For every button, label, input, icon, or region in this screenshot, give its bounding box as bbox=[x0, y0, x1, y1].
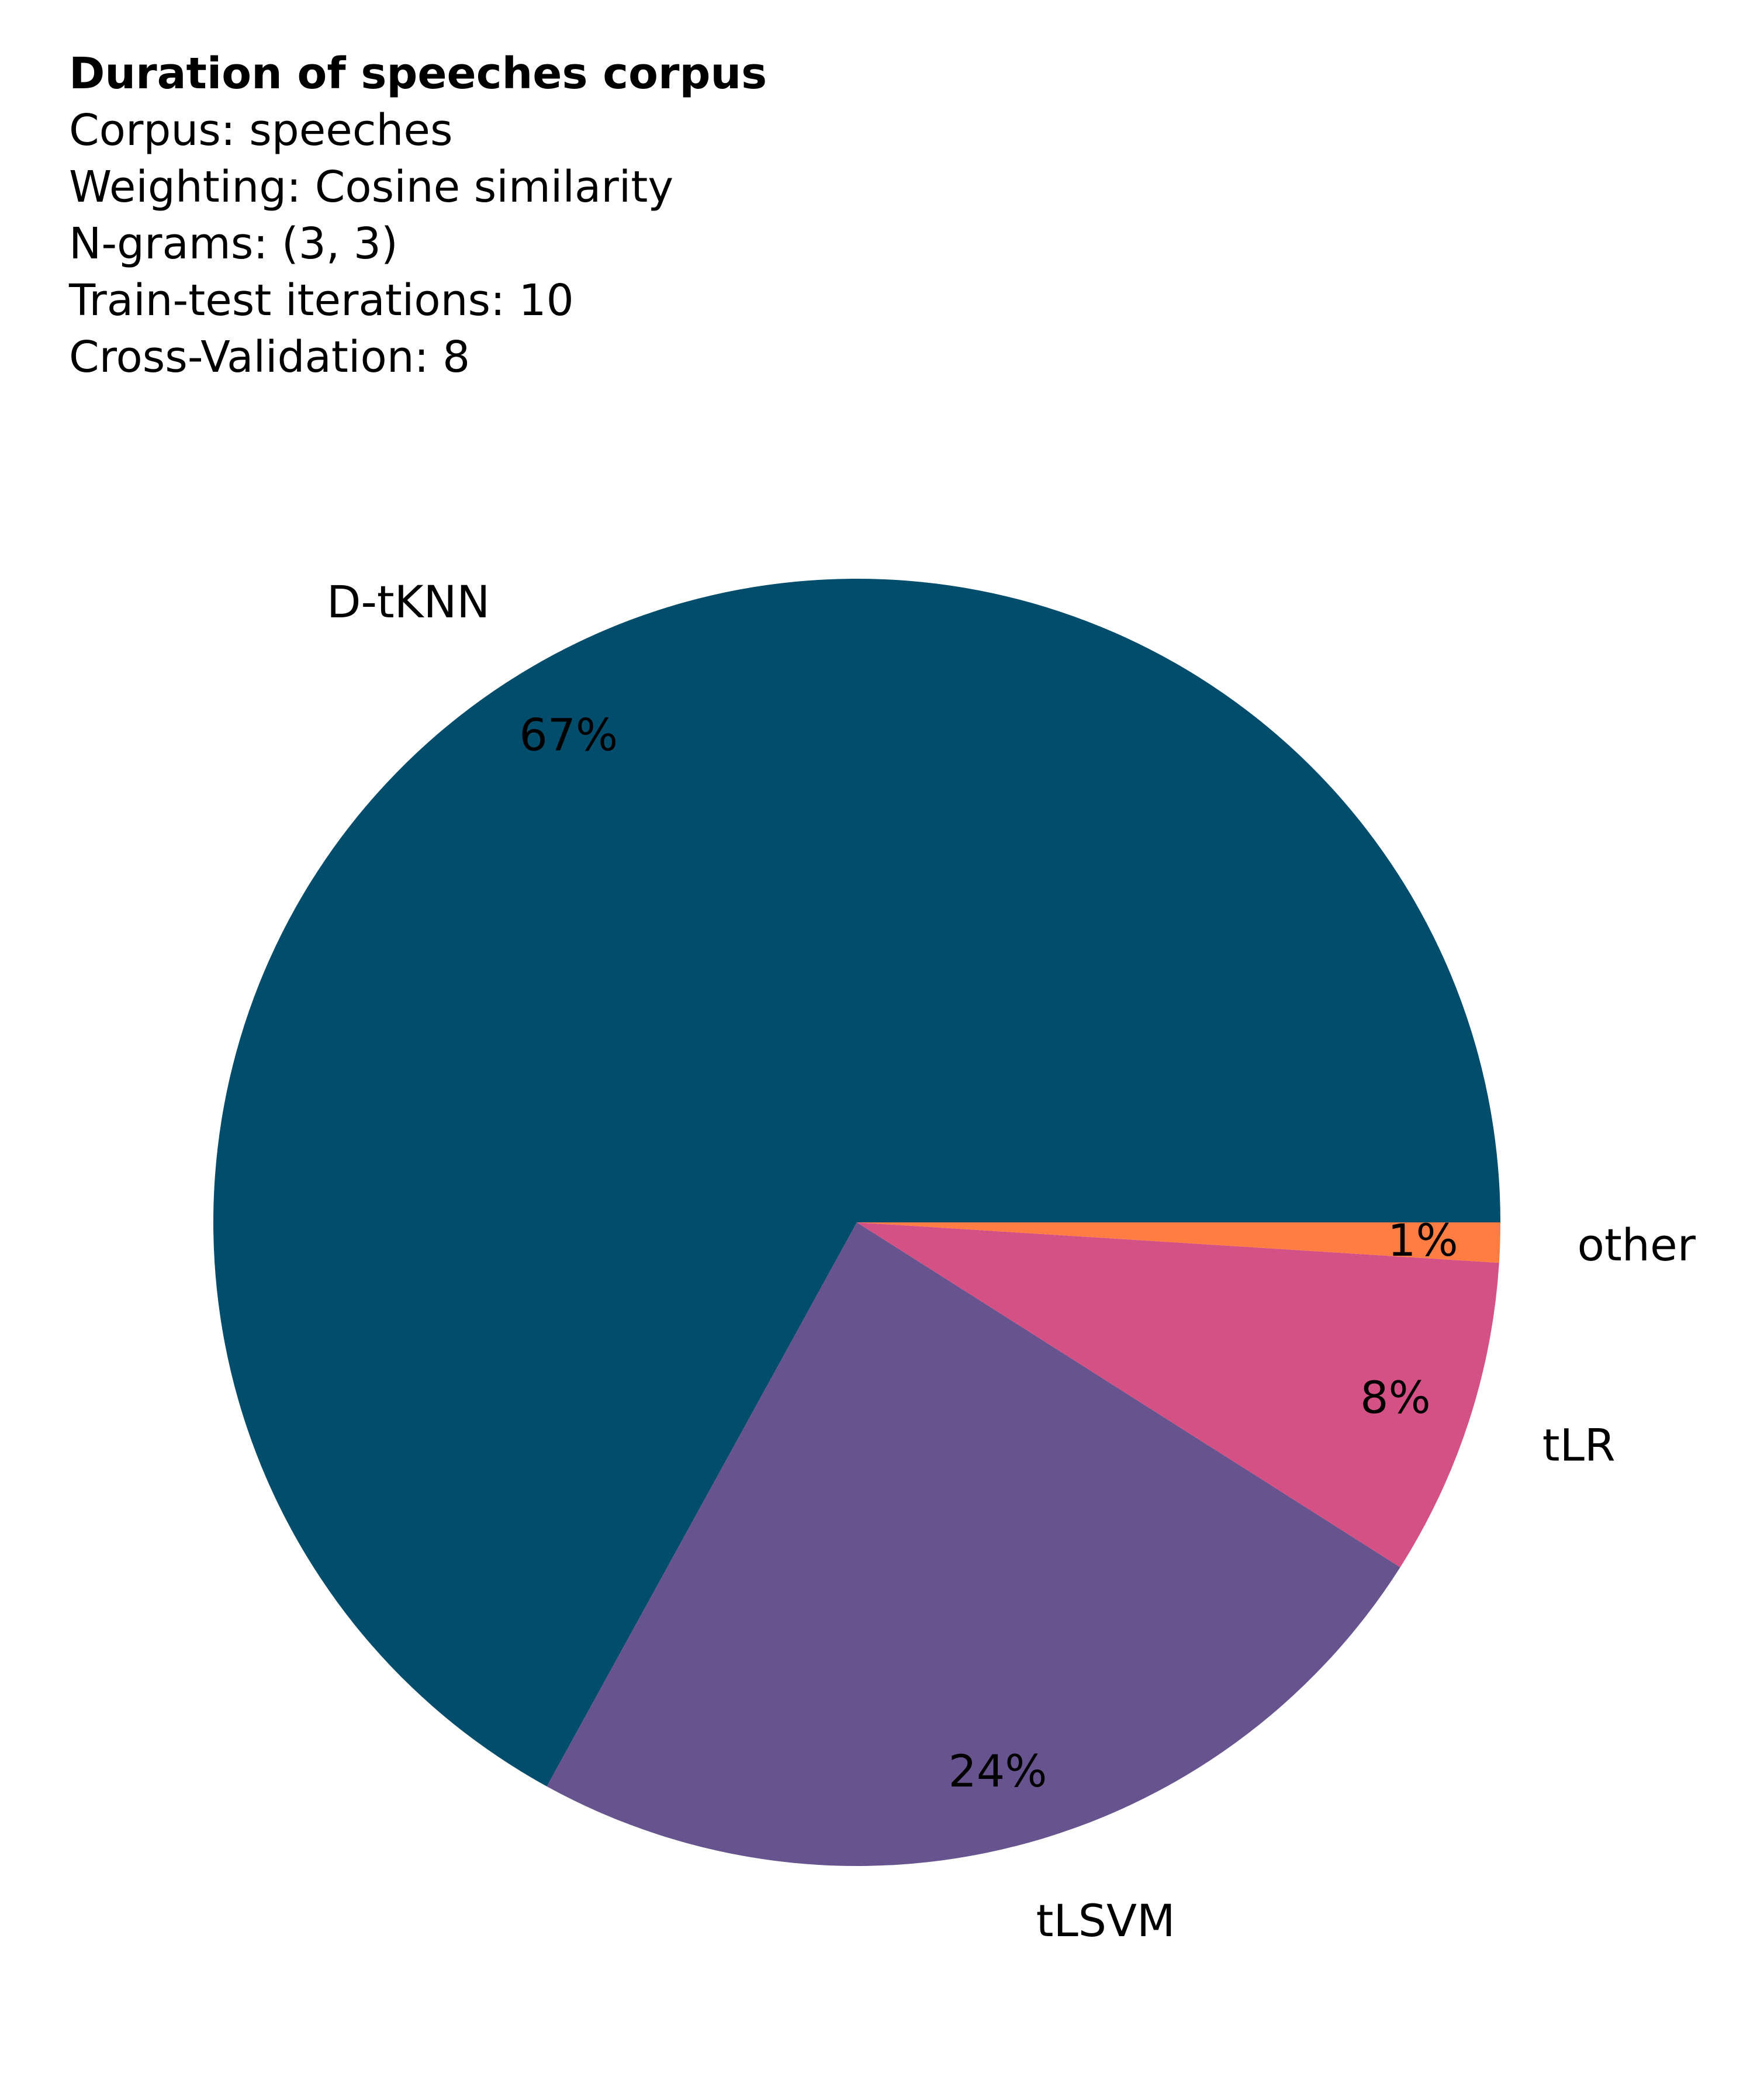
pie-category-label-tlr: tLR bbox=[1542, 1419, 1616, 1471]
pie-value-label-other: 1% bbox=[1388, 1214, 1458, 1266]
subtitle-cross-validation: Cross-Validation: 8 bbox=[69, 332, 471, 382]
pie-value-label-tlr: 8% bbox=[1360, 1371, 1431, 1423]
pie-slice-tlr bbox=[857, 1222, 1499, 1567]
pie-category-label-d-tknn: D-tKNN bbox=[327, 576, 490, 628]
pie-slices bbox=[213, 579, 1500, 1866]
pie-value-label-d-tknn: 67% bbox=[519, 709, 618, 761]
chart-title: Duration of speeches corpus bbox=[69, 49, 767, 99]
pie-category-label-other: other bbox=[1578, 1219, 1696, 1271]
subtitle-corpus: Corpus: speeches bbox=[69, 105, 453, 156]
subtitle-weighting: Weighting: Cosine similarity bbox=[69, 162, 674, 212]
chart-header: Duration of speeches corpus Corpus: spee… bbox=[69, 46, 1647, 386]
pie-slice-other bbox=[857, 1222, 1500, 1263]
pie-slice-d-tknn bbox=[213, 579, 1500, 1787]
pie-category-label-tlsvm: tLSVM bbox=[1036, 1895, 1175, 1947]
pie-slice-tlsvm bbox=[547, 1222, 1400, 1866]
subtitle-ngrams: N-grams: (3, 3) bbox=[69, 219, 398, 269]
pie-labels: 67% D-tKNN 24% tLSVM 8% tLR 1% other bbox=[327, 576, 1696, 1947]
pie-value-label-tlsvm: 24% bbox=[948, 1745, 1047, 1797]
subtitle-iterations: Train-test iterations: 10 bbox=[69, 275, 574, 326]
